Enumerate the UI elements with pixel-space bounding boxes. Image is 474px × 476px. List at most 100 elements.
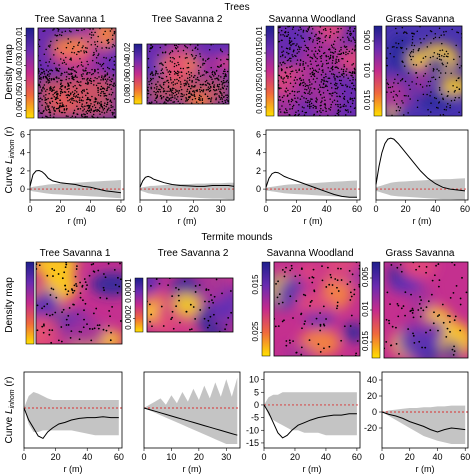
colorbar-tick-label: 0.005: [361, 266, 370, 287]
colorbar-tick-label: 0.05: [15, 86, 24, 102]
x-tick-label: 60: [460, 204, 470, 214]
y-tick-label: -5: [251, 413, 259, 423]
x-tick-label: 60: [114, 452, 124, 462]
y-tick-label: -10: [246, 425, 259, 435]
plot-frame: [139, 129, 235, 201]
x-tick-label: 10: [166, 452, 176, 462]
density-surface: [147, 278, 233, 332]
colorbar-tick-label: 0.08: [123, 87, 132, 103]
x-tick-label: 20: [55, 204, 65, 214]
colorbar: 0.020.040.060.08: [123, 42, 143, 105]
curve-label-suffix: (r): [4, 127, 15, 140]
x-tick-label: 0: [261, 452, 266, 462]
colorbar-tick-label: 0.025: [255, 77, 264, 98]
row-label-termite-curve: Curve Linhom (r): [4, 377, 16, 444]
colorbar-tick-label: 0.01: [255, 26, 264, 42]
density-map-0: 0.010.020.030.040.050.06: [15, 26, 117, 119]
x-tick-label: 20: [291, 204, 301, 214]
x-axis-label: r (m): [68, 216, 87, 226]
plot-frame: [23, 371, 123, 449]
density-surface: [274, 262, 360, 356]
termite-title-ts1: Tree Savanna 1: [40, 248, 111, 259]
point-pattern: [278, 26, 356, 116]
observed-curve: [375, 137, 466, 192]
curve-label-L: L: [4, 408, 15, 414]
section-title-trees: Trees: [224, 2, 249, 13]
x-tick-label: 0: [137, 204, 142, 214]
x-tick-label: 40: [430, 204, 440, 214]
x-axis-label: r (m): [183, 464, 202, 474]
x-tick-label: 60: [460, 452, 470, 462]
colorbar: 0.015 0.025: [251, 261, 271, 357]
point-pattern: [36, 262, 122, 344]
colorbar: 0.010.020.030.040.050.06: [15, 26, 35, 119]
simulation-envelope: [24, 392, 119, 436]
simulation-envelope: [382, 405, 466, 444]
x-tick-label: 0: [21, 452, 26, 462]
colorbar-tick-label: 0.02: [15, 41, 24, 57]
row-label-termite-density: Density map: [4, 277, 15, 333]
x-tick-label: 60: [116, 204, 126, 214]
y-tick-label: 6: [256, 130, 261, 140]
y-tick-label: -20: [364, 423, 377, 433]
x-axis-label: r (m): [64, 464, 83, 474]
density-map-1: 0.020.040.060.08: [123, 42, 230, 105]
curve-panel-1: 0 10 20 30 r (m): [137, 129, 235, 226]
density-map-7: 0.005 0.01 0.015: [361, 261, 469, 359]
x-tick-label: 10: [162, 204, 172, 214]
colorbar: 0.005 0.01 0.015: [363, 25, 383, 117]
termite-title-ts2: Tree Savanna 2: [158, 248, 229, 259]
x-tick-label: 60: [352, 204, 362, 214]
point-pattern: [147, 278, 233, 332]
colorbar: 0.005 0.01 0.015: [361, 261, 381, 359]
simulation-envelope: [264, 392, 357, 436]
y-tick-label: 4: [20, 148, 25, 158]
curve-panel-4: 0 20 40 60 r (m): [21, 371, 124, 474]
x-tick-label: 0: [27, 204, 32, 214]
colorbar-tick-label: 0.015: [363, 89, 372, 110]
curve-label-prefix: Curve: [4, 164, 15, 193]
colorbar-tick-label: 0.01: [363, 62, 372, 78]
curve-label-sub: inhom: [9, 139, 16, 158]
density-surface: [278, 26, 356, 116]
trees-panel-titles: Tree Savanna 1 Tree Savanna 2 Savanna Wo…: [35, 14, 455, 25]
y-tick-label: 0: [254, 400, 259, 410]
plot-frame: [143, 371, 241, 449]
y-tick-label: 20: [367, 391, 377, 401]
x-tick-label: 20: [189, 204, 199, 214]
y-tick-label: 10: [249, 375, 259, 385]
colorbar-tick-label: 0.03: [255, 98, 264, 114]
curve-label-L: L: [4, 158, 15, 164]
x-tick-label: 0: [373, 204, 378, 214]
colorbar: [25, 261, 35, 345]
curve-label-sub: inhom: [9, 389, 16, 408]
curve-panel-6: 0 20 40 60 r (m) -15 -10 -5 0 5 10: [246, 371, 362, 474]
observed-curve: [23, 407, 119, 440]
colorbar-tick-label: 0.04: [123, 57, 132, 73]
x-tick-label: 20: [290, 452, 300, 462]
x-axis-label: r (m): [304, 216, 323, 226]
x-axis-label: r (m): [413, 216, 432, 226]
density-map-6: 0.015 0.025: [251, 261, 361, 357]
observed-curve: [263, 404, 357, 439]
row-label-trees-density: Density map: [4, 44, 15, 100]
x-tick-label: 40: [82, 452, 92, 462]
colorbar-tick-label: 0.0002: [124, 305, 133, 330]
y-tick-label: 2: [20, 166, 25, 176]
x-tick-label: 40: [322, 204, 332, 214]
density-surface: [384, 262, 468, 358]
row-label-trees-curve: Curve Linhom (r): [4, 127, 16, 194]
x-tick-label: 20: [194, 452, 204, 462]
plot-frame: [375, 129, 469, 201]
y-tick-label: 40: [367, 375, 377, 385]
density-map-5: 0.0001 0.0002: [124, 277, 234, 333]
colorbar-tick-label: 0.015: [361, 330, 370, 351]
section-title-termites: Termite mounds: [201, 232, 272, 243]
y-tick-label: -15: [246, 438, 259, 448]
trees-title-ts2: Tree Savanna 2: [152, 14, 223, 25]
x-tick-label: 20: [401, 204, 411, 214]
observed-curve: [265, 171, 357, 198]
x-axis-label: r (m): [178, 216, 197, 226]
